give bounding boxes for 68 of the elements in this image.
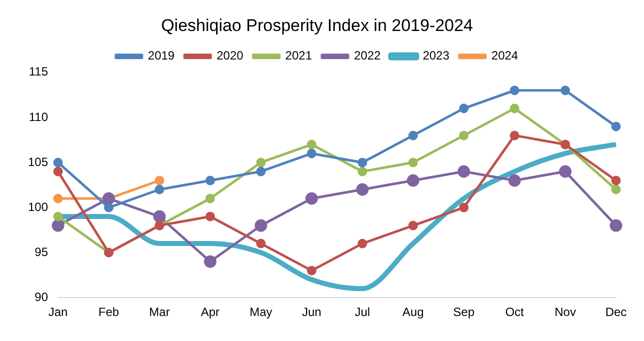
- legend-label: 2022: [354, 48, 382, 63]
- x-tick-label: May: [250, 305, 272, 320]
- point: [610, 219, 622, 232]
- x-tick-label: Jul: [354, 305, 370, 320]
- point: [153, 210, 166, 223]
- point: [408, 158, 418, 168]
- x-tick-label: Apr: [200, 305, 220, 320]
- y-tick-label: 95: [34, 244, 48, 259]
- legend-label: 2021: [285, 48, 312, 63]
- point: [52, 219, 64, 232]
- point: [611, 122, 621, 132]
- point: [358, 166, 368, 176]
- chart-title: Qieshiqiao Prosperity Index in 2019-2024: [161, 16, 473, 35]
- point: [459, 130, 469, 140]
- point: [559, 165, 572, 178]
- x-tick-label: Sep: [453, 305, 475, 320]
- point: [205, 194, 215, 204]
- point: [408, 130, 418, 140]
- x-tick-label: Jan: [48, 305, 68, 320]
- point: [53, 158, 63, 168]
- point: [560, 86, 570, 96]
- point: [256, 238, 266, 248]
- point: [306, 266, 316, 276]
- point: [406, 174, 420, 187]
- point: [358, 158, 368, 168]
- point: [205, 176, 215, 186]
- y-tick-label: 105: [28, 154, 48, 169]
- point: [510, 130, 520, 140]
- point: [358, 238, 368, 248]
- legend-label: 2023: [422, 48, 450, 63]
- y-tick-label: 110: [28, 110, 48, 124]
- legend-label: 2024: [491, 48, 518, 63]
- point: [611, 184, 621, 194]
- point: [459, 104, 469, 114]
- legend-label: 2020: [216, 48, 244, 63]
- point: [306, 140, 316, 150]
- point: [508, 174, 521, 187]
- point: [254, 219, 268, 232]
- point: [306, 148, 316, 158]
- point: [53, 212, 63, 222]
- point: [611, 176, 621, 186]
- point: [256, 166, 266, 176]
- point: [510, 104, 520, 114]
- point: [53, 166, 63, 176]
- x-tick-label: Feb: [98, 305, 120, 320]
- point: [408, 220, 418, 230]
- point: [104, 202, 114, 212]
- y-tick-label: 115: [28, 64, 48, 79]
- y-tick-label: 90: [34, 290, 48, 304]
- x-tick-label: Nov: [554, 305, 576, 320]
- point: [356, 183, 369, 196]
- point: [510, 86, 520, 96]
- point: [305, 192, 318, 205]
- point: [459, 202, 469, 212]
- legend-label: 2019: [148, 48, 175, 63]
- x-tick-label: Jun: [302, 305, 322, 320]
- x-tick-label: Dec: [605, 305, 627, 320]
- x-tick-label: Mar: [149, 305, 170, 320]
- point: [53, 194, 63, 204]
- point: [458, 165, 470, 178]
- point: [256, 158, 266, 168]
- point: [154, 176, 164, 186]
- point: [204, 255, 216, 268]
- point: [205, 212, 215, 222]
- x-tick-label: Oct: [505, 305, 525, 320]
- y-tick-label: 100: [28, 200, 48, 214]
- x-tick-label: Aug: [402, 305, 424, 320]
- point: [154, 184, 164, 194]
